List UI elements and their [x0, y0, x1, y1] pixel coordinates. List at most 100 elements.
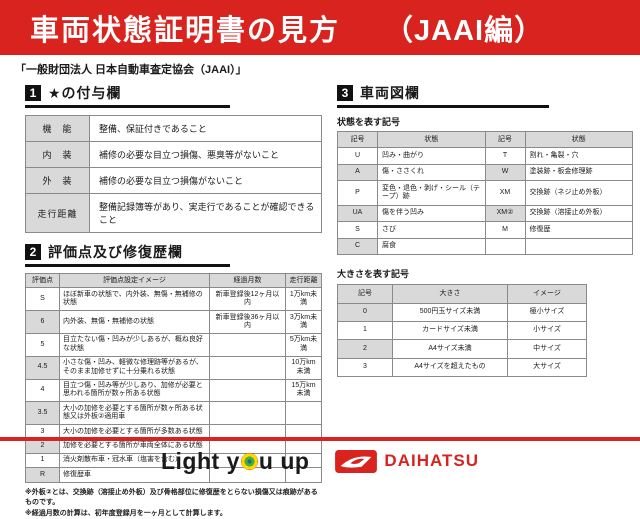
size-symbols-table: 記号 大きさ イメージ 0 500円玉サイズ未満 極小サイズ 1 カードサイズ未… — [337, 284, 587, 378]
desc-cell: ほぼ新車の状態で、内外装、無傷・無補修の状態 — [59, 287, 210, 312]
symbol-cell: S — [337, 221, 378, 239]
header-cell: 記号 — [337, 284, 393, 304]
score-cell: 4 — [25, 378, 60, 403]
section2-title: 評価点及び修復歴欄 — [48, 244, 183, 260]
evaluation-score-table: 評価点 評価点設定イメージ 経過月数 走行距離 S ほぼ新車の状態で、内外装、無… — [25, 272, 322, 483]
months-cell: 新車登録後36ヶ月以内 — [209, 310, 286, 334]
symbol-cell: P — [337, 180, 378, 206]
title-banner: 車両状態証明書の見方 （JAAI編） — [0, 0, 640, 55]
symbol-cell: U — [337, 147, 378, 165]
symbols-table-title: 状態を表す記号 — [337, 117, 401, 127]
table-row: S さび M 修復歴 — [337, 221, 633, 239]
mileage-cell — [285, 401, 322, 426]
header-cell: 評価点設定イメージ — [59, 272, 210, 289]
desc-cell: 大小の加修を必要とする箇所が数ヶ所ある状態又は外板②適用車 — [59, 401, 210, 426]
footer-divider — [0, 437, 640, 441]
size-cell: A4サイズ未満 — [392, 339, 508, 359]
mileage-cell: 5万km未満 — [285, 332, 322, 357]
section2-number-badge: 2 — [25, 244, 41, 260]
footer: Light y u up DAIHATSU — [0, 444, 640, 478]
footnote-line: ※外板②とは、交換跡（溶接止め外板）及び骨格部位に修復歴をとらない損傷又は痕跡が… — [25, 488, 318, 507]
score-cell: 6 — [25, 310, 60, 334]
header-cell: 状態 — [524, 130, 633, 149]
table-row: 6 内外装、無傷・無補修の状態 新車登録後36ヶ月以内 3万km未満 — [25, 310, 322, 334]
desc-cell: 内外装、無傷・無補修の状態 — [59, 310, 210, 334]
size-cell: 500円玉サイズ未満 — [392, 302, 508, 322]
condition-cell: 修復歴 — [524, 221, 633, 239]
table-row: 機 能 整備、保証付きであること — [25, 115, 322, 142]
criteria-label-cell: 外 装 — [25, 167, 90, 194]
tagline-text: Light y — [160, 447, 240, 474]
condition-cell: 変色・退色・剥げ・シール（テープ）跡 — [377, 180, 486, 206]
size-cell: カードサイズ未満 — [392, 320, 508, 341]
image-cell: 中サイズ — [507, 339, 587, 359]
criteria-desc-cell: 整備記録簿等があり、実走行であることが確認できること — [89, 193, 322, 233]
criteria-desc-cell: 補修の必要な目立つ損傷がないこと — [89, 167, 322, 194]
header-cell: 大きさ — [392, 284, 508, 304]
score-cell: S — [25, 287, 60, 312]
condition-cell: 交換跡（溶接止め外板） — [524, 204, 633, 223]
page-title-suffix: （JAAI編） — [384, 14, 545, 47]
table-row: 4 目立つ傷・凹み等が少しあり、加修が必要と思われる箇所が数ヶ所ある状態 15万… — [25, 378, 322, 403]
tagline-text: u up — [258, 447, 310, 474]
section2-header: 2 評価点及び修復歴欄 — [25, 242, 230, 267]
desc-cell: 目立たない傷・凹みが少しあるが、概ね良好な状態 — [59, 332, 210, 357]
right-column: 3 車両図欄 状態を表す記号 記号 状態 記号 状態 U 凹み・曲がり T 割れ… — [337, 83, 633, 378]
table-row: S ほぼ新車の状態で、内外装、無傷・無補修の状態 新車登録後12ヶ月以内 1万k… — [25, 287, 322, 312]
symbol-cell: 3 — [337, 357, 393, 378]
months-cell: 新車登録後12ヶ月以内 — [209, 287, 286, 312]
table-row: 4.5 小さな傷・凹み、軽微な修理跡等があるが、そのまま加修せずに十分乗れる状態… — [25, 355, 322, 380]
symbol-cell: UA — [337, 204, 378, 223]
table-row: 0 500円玉サイズ未満 極小サイズ — [337, 302, 587, 322]
criteria-desc-cell: 補修の必要な目立つ損傷、悪臭等がないこと — [89, 141, 322, 168]
desc-cell: 目立つ傷・凹み等が少しあり、加修が必要と思われる箇所が数ヶ所ある状態 — [59, 378, 210, 403]
score-cell: 5 — [25, 332, 60, 357]
daihatsu-mark-icon — [335, 449, 378, 473]
symbol-cell: T — [484, 147, 526, 165]
mileage-cell: 3万km未満 — [285, 310, 322, 334]
table-header-row: 記号 状態 記号 状態 — [337, 130, 633, 149]
section1-number-badge: 1 — [25, 85, 41, 101]
header-cell: 走行距離 — [285, 272, 322, 289]
criteria-label-cell: 機 能 — [25, 115, 90, 142]
table-row: 2 A4サイズ未満 中サイズ — [337, 339, 587, 359]
table-row: 走行距離 整備記録簿等があり、実走行であることが確認できること — [25, 193, 322, 233]
condition-cell: 腐食 — [377, 237, 486, 256]
condition-cell: 傷を伴う凹み — [377, 204, 486, 223]
symbol-cell: A — [337, 163, 378, 182]
section3-title: 車両図欄 — [360, 85, 420, 101]
light-you-up-logo: Light y u up — [161, 448, 309, 475]
criteria-label-cell: 走行距離 — [25, 193, 90, 233]
footnote-line: ※経過月数の計算は、初年度登録月を一ヶ月として計算します。 — [25, 509, 227, 517]
symbol-cell: 2 — [337, 339, 393, 359]
table-header-row: 記号 大きさ イメージ — [337, 284, 587, 304]
section1-title: ★の付与欄 — [48, 85, 122, 101]
table-row: UA 傷を伴う凹み XM② 交換跡（溶接止め外板） — [337, 204, 633, 223]
condition-cell: 塗装跡・板金修理跡 — [524, 163, 633, 182]
months-cell — [209, 332, 286, 357]
table-row: 内 装 補修の必要な目立つ損傷、悪臭等がないこと — [25, 141, 322, 168]
symbol-cell: XM② — [484, 204, 526, 223]
table-row: 1 カードサイズ未満 小サイズ — [337, 320, 587, 341]
symbol-cell: 0 — [337, 302, 393, 322]
months-cell — [209, 401, 286, 426]
daihatsu-logo: DAIHATSU — [335, 449, 479, 473]
table-row: 5 目立たない傷・凹みが少しあるが、概ね良好な状態 5万km未満 — [25, 332, 322, 357]
header-cell: 記号 — [484, 130, 526, 149]
section3-header: 3 車両図欄 — [337, 83, 549, 108]
symbol-cell — [484, 237, 526, 256]
condition-cell: 傷・ささくれ — [377, 163, 486, 182]
page-title: 車両状態証明書の見方 — [30, 14, 341, 47]
organization-subtitle: 「一般財団法人 日本自動車査定協会（JAAI）」 — [15, 64, 247, 76]
symbol-cell: W — [484, 163, 526, 182]
header-cell: 評価点 — [25, 272, 60, 289]
desc-cell: 小さな傷・凹み、軽微な修理跡等があるが、そのまま加修せずに十分乗れる状態 — [59, 355, 210, 380]
symbol-cell: XM — [484, 180, 526, 206]
header-cell: 経過月数 — [209, 272, 286, 289]
mileage-cell: 1万km未満 — [285, 287, 322, 312]
score-cell: 4.5 — [25, 355, 60, 380]
condition-symbols-table: 記号 状態 記号 状態 U 凹み・曲がり T 割れ・亀裂・穴 A 傷・ささくれ … — [337, 130, 633, 256]
size-cell: A4サイズを超えたもの — [392, 357, 508, 378]
daihatsu-wordmark: DAIHATSU — [384, 451, 479, 470]
symbol-cell: 1 — [337, 320, 393, 341]
